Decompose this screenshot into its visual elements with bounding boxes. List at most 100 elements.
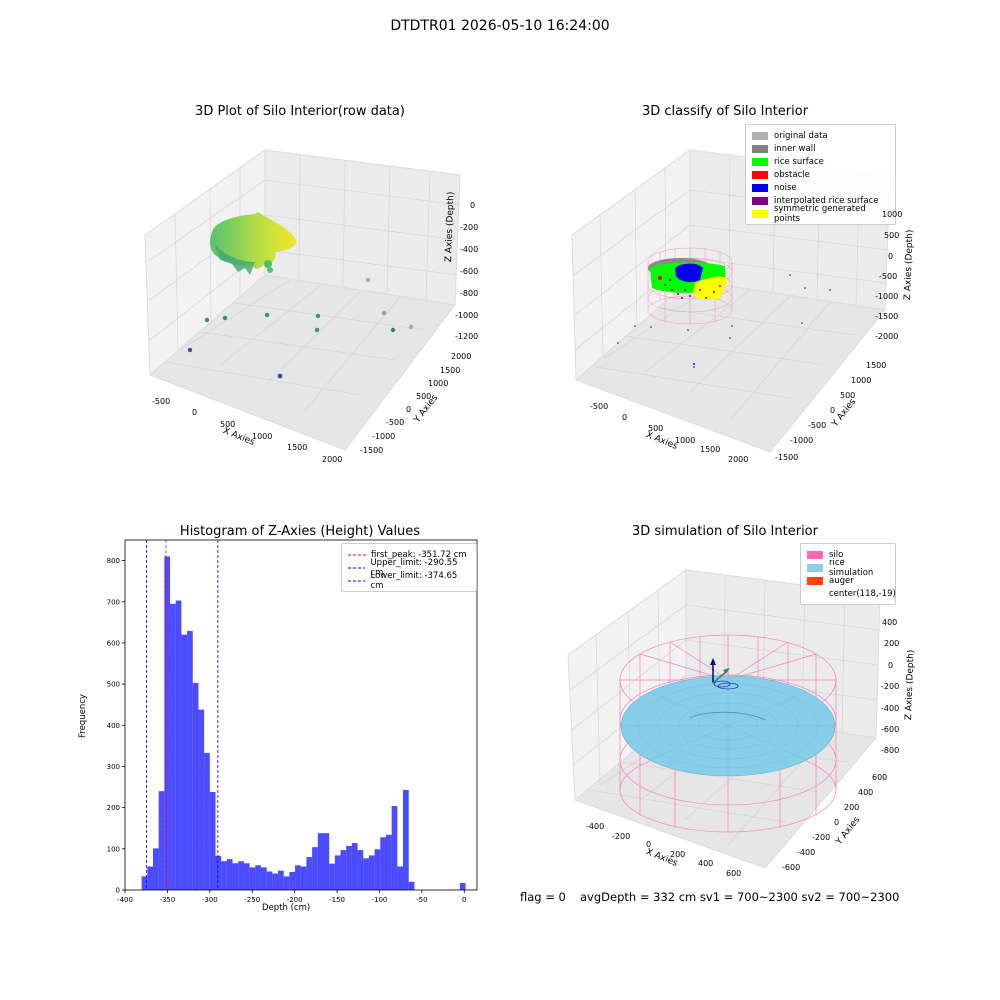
simulation-ztick: -200 (881, 682, 900, 691)
legend-label: noise (774, 182, 797, 193)
histogram-bar (158, 791, 165, 890)
simulation-ztick: 400 (882, 618, 898, 627)
x-tick-label: -150 (329, 896, 345, 904)
simulation-ytick: -400 (797, 848, 816, 857)
raw-ztick: -800 (460, 289, 479, 298)
histogram-bar (380, 837, 386, 890)
histogram-bar (238, 861, 244, 890)
x-tick-label: -100 (372, 896, 388, 904)
raw-xtick: 0 (192, 408, 198, 417)
raw-ytick: 0 (406, 405, 412, 414)
simulation-ytick: 0 (834, 818, 840, 827)
legend-label: interpolated rice surface (774, 195, 879, 206)
y-tick-label: 400 (107, 722, 120, 730)
classify-xtick: 500 (648, 424, 664, 433)
swatch-icon (752, 144, 768, 153)
legend-label: auger (829, 575, 854, 586)
classify-ytick: 1500 (866, 361, 887, 370)
classify-legend: original data inner wall rice surface ob… (745, 124, 896, 225)
histogram-bar (374, 849, 381, 890)
swatch-icon (752, 157, 768, 166)
raw-ztick: -1000 (455, 311, 479, 320)
histogram-bar (408, 881, 415, 890)
classify-xtick: 1000 (675, 436, 696, 445)
raw-ytick: 1500 (440, 366, 461, 375)
x-tick-label: -200 (287, 896, 303, 904)
histogram-bar (204, 752, 210, 890)
histogram-frame (124, 539, 478, 891)
dashed-line-icon (348, 567, 366, 568)
raw-xtick: 2000 (322, 455, 343, 464)
legend-label: Upper_limit: -290.55 cm (370, 557, 458, 578)
legend-label: obstacle (774, 169, 810, 180)
swatch-icon (752, 183, 768, 192)
raw-3d-plot (144, 149, 461, 451)
y-tick-label: 300 (107, 763, 120, 771)
swatch-icon (807, 590, 823, 598)
simulation-ztick: 0 (888, 661, 894, 670)
histogram-x-axis-label: Depth (cm) (262, 903, 311, 913)
y-tick-label: 500 (107, 681, 120, 689)
classify-ztick: 0 (888, 252, 894, 261)
classify-xtick: 1500 (700, 445, 721, 454)
histogram-bar (152, 848, 159, 890)
swatch-icon (752, 209, 768, 218)
classify-ztick: -2000 (875, 332, 899, 341)
histogram-bar (289, 871, 296, 890)
histogram-bar (295, 865, 301, 890)
legend-label: inner wall (774, 143, 816, 154)
histogram-bar (209, 792, 216, 890)
legend-entry-first-peak: first_peak: -351.72 cm (348, 548, 470, 561)
histogram-bar (175, 600, 182, 890)
histogram-bar (215, 855, 222, 890)
histogram-bar (306, 857, 313, 890)
histogram-bar (181, 634, 188, 890)
legend-entry-center: center(118,-19) (807, 587, 896, 600)
legend-entry-upper-limit: Upper_limit: -290.55 cm (348, 558, 470, 578)
simulation-3d-plot (567, 569, 881, 869)
swatch-icon (807, 576, 823, 585)
classify-xtick: -500 (590, 402, 609, 411)
simulation-ztick: 200 (884, 639, 900, 648)
x-tick-label: -250 (244, 896, 260, 904)
histogram-bar (232, 863, 239, 890)
raw-ztick: -400 (460, 245, 479, 254)
legend-entry-auger: auger (807, 574, 889, 587)
y-tick-label: 600 (107, 639, 120, 647)
raw-ytick: 2000 (451, 352, 472, 361)
histogram-bar (317, 833, 324, 890)
histogram-bar (368, 855, 375, 890)
swatch-icon (752, 170, 768, 179)
raw-xtick: 1000 (252, 432, 273, 441)
legend-label: Lower_limit: -374.65 cm (370, 570, 458, 591)
y-tick-label: 200 (107, 804, 120, 812)
simulation-xtick: -400 (586, 822, 605, 831)
histogram-bar (340, 850, 347, 890)
histogram-legend: first_peak: -351.72 cm Upper_limit: -290… (341, 543, 477, 592)
classify-xtick: 2000 (728, 455, 749, 464)
histogram-bar (243, 863, 250, 890)
histogram-bar (170, 603, 176, 890)
simulation-xtick: 400 (698, 859, 714, 868)
avg-depth-status-text: avgDepth = 332 cm sv1 = 700~2300 sv2 = 7… (580, 890, 900, 904)
histogram-bar (403, 789, 409, 890)
y-tick-label: 0 (116, 887, 120, 895)
simulation-xtick: 0 (646, 840, 652, 849)
histogram-bar (272, 873, 279, 890)
histogram-bar (363, 858, 369, 890)
histogram-bar (221, 861, 227, 890)
histogram-bar (192, 682, 199, 890)
raw-ztick: -1200 (455, 332, 479, 341)
raw-ytick: -500 (386, 418, 405, 427)
classify-ztick: -500 (879, 272, 898, 281)
raw-ytick: 500 (416, 392, 432, 401)
legend-entry-rice-surface: rice surface (752, 155, 889, 168)
legend-entry-symmetric: symmetric generated points (752, 204, 889, 224)
classify-ytick: 1000 (851, 376, 872, 385)
raw-ytick: 1000 (428, 379, 449, 388)
simulation-ytick: 400 (858, 788, 874, 797)
classify-plot-title: 3D classify of Silo Interior (641, 104, 809, 119)
simulation-ztick: -800 (881, 746, 900, 755)
simulation-ztick: -600 (881, 725, 900, 734)
histogram-bar (357, 850, 364, 890)
